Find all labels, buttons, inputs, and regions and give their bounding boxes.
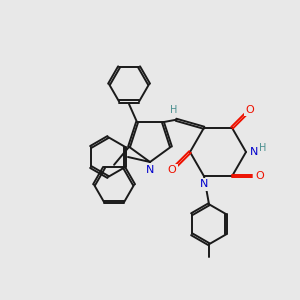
Text: O: O — [256, 171, 264, 181]
Text: N: N — [200, 179, 208, 189]
Text: H: H — [170, 105, 178, 115]
Text: N: N — [250, 147, 258, 157]
Text: N: N — [146, 165, 154, 175]
Text: H: H — [259, 143, 267, 153]
Text: O: O — [168, 165, 176, 175]
Text: O: O — [246, 105, 254, 115]
